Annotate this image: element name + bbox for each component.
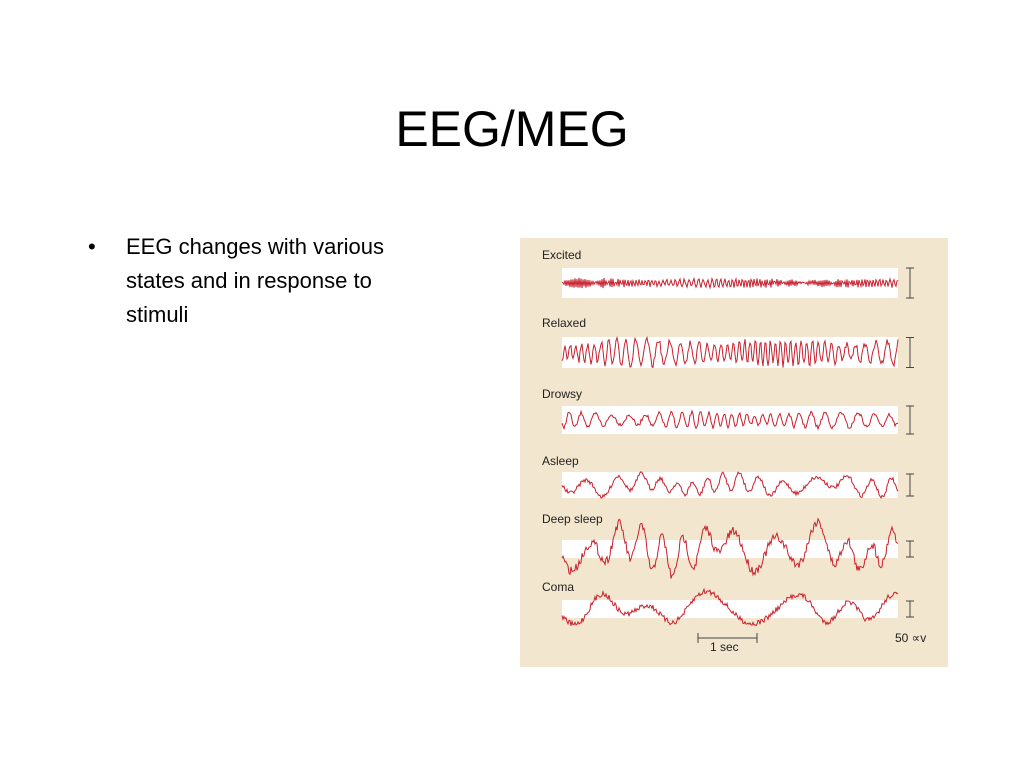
state-label: Asleep [542,454,579,468]
eeg-trace [561,471,899,500]
state-label: Relaxed [542,316,586,330]
eeg-trace [561,409,899,431]
state-label: Deep sleep [542,512,603,526]
eeg-trace [561,517,899,579]
state-label: Coma [542,580,574,594]
amplitude-bar [906,337,914,368]
amplitude-scale-label: 50 ∝v [895,631,926,645]
slide-title: EEG/MEG [395,101,629,157]
eeg-trace [561,587,899,627]
eeg-trace [561,335,899,368]
amplitude-bar [906,540,914,558]
bullet: EEG changes with various states and in r… [88,230,418,332]
state-label: Drowsy [542,387,582,401]
bullet-list: EEG changes with various states and in r… [88,230,418,332]
figure-background [520,238,948,667]
amplitude-bar [906,473,914,497]
time-scale-label: 1 sec [710,640,739,654]
amplitude-bar [906,405,914,435]
state-label: Excited [542,248,581,262]
eeg-figure: 1 sec 50 ∝v Excited Relaxed Drowsy Asleep De… [520,238,948,667]
amplitude-bar [906,600,914,618]
amplitude-bar [906,267,914,299]
eeg-trace [561,276,899,290]
trace-band [562,600,898,618]
